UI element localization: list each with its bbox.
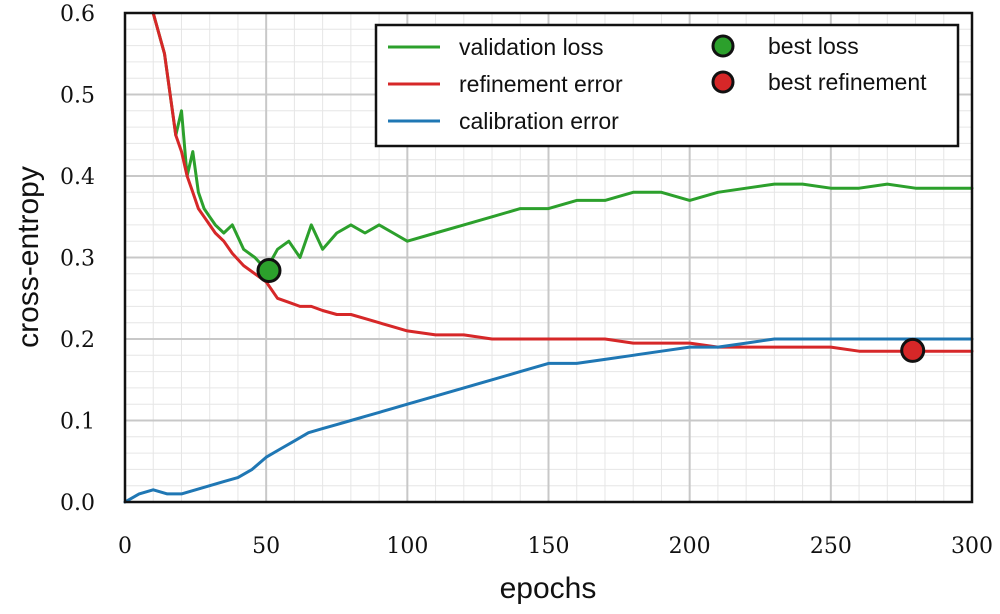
x-tick-label: 50 bbox=[252, 534, 280, 559]
legend-box bbox=[374, 23, 960, 148]
x-tick-label: 250 bbox=[810, 534, 852, 559]
plot-frame bbox=[123, 11, 974, 504]
legend-label-best-refinement: best refinement bbox=[768, 69, 927, 95]
tick-labels: 0 50 100 150 200 250 300 0.0 0.1 0.2 0.3 0.4 0.5 0.6 bbox=[60, 2, 993, 559]
x-tick-label: 150 bbox=[528, 534, 570, 559]
marker-best-loss bbox=[256, 258, 282, 284]
series-line-validation-loss bbox=[151, 11, 974, 272]
legend-label-calibration-error: calibration error bbox=[459, 108, 619, 134]
marker-layer bbox=[256, 258, 926, 363]
marker-best-refinement bbox=[900, 337, 926, 363]
legend-label-best-loss: best loss bbox=[768, 33, 859, 59]
x-axis-title: epochs bbox=[500, 572, 597, 605]
x-tick-label: 100 bbox=[386, 534, 428, 559]
series-line-refinement-error bbox=[151, 11, 974, 353]
y-tick-label: 0.6 bbox=[60, 2, 95, 27]
y-tick-label: 0.4 bbox=[60, 165, 95, 190]
legend: validation loss refinement error calibra… bbox=[374, 23, 960, 148]
x-tick-label: 300 bbox=[951, 534, 993, 559]
series-layer bbox=[123, 11, 974, 504]
y-tick-label: 0.5 bbox=[60, 84, 95, 109]
y-tick-label: 0.3 bbox=[60, 247, 95, 272]
y-axis-title: cross-entropy bbox=[12, 166, 45, 348]
x-tick-label: 200 bbox=[669, 534, 711, 559]
y-tick-label: 0.1 bbox=[60, 410, 95, 435]
legend-label-refinement-error: refinement error bbox=[459, 71, 623, 97]
series-line-calibration-error bbox=[123, 337, 974, 504]
y-tick-label: 0.0 bbox=[60, 491, 95, 516]
legend-label-validation-loss: validation loss bbox=[459, 34, 603, 60]
legend-marker-best-loss bbox=[711, 34, 735, 58]
legend-marker-best-refinement bbox=[711, 70, 735, 94]
y-tick-label: 0.2 bbox=[60, 328, 95, 353]
x-tick-label: 0 bbox=[118, 534, 132, 559]
